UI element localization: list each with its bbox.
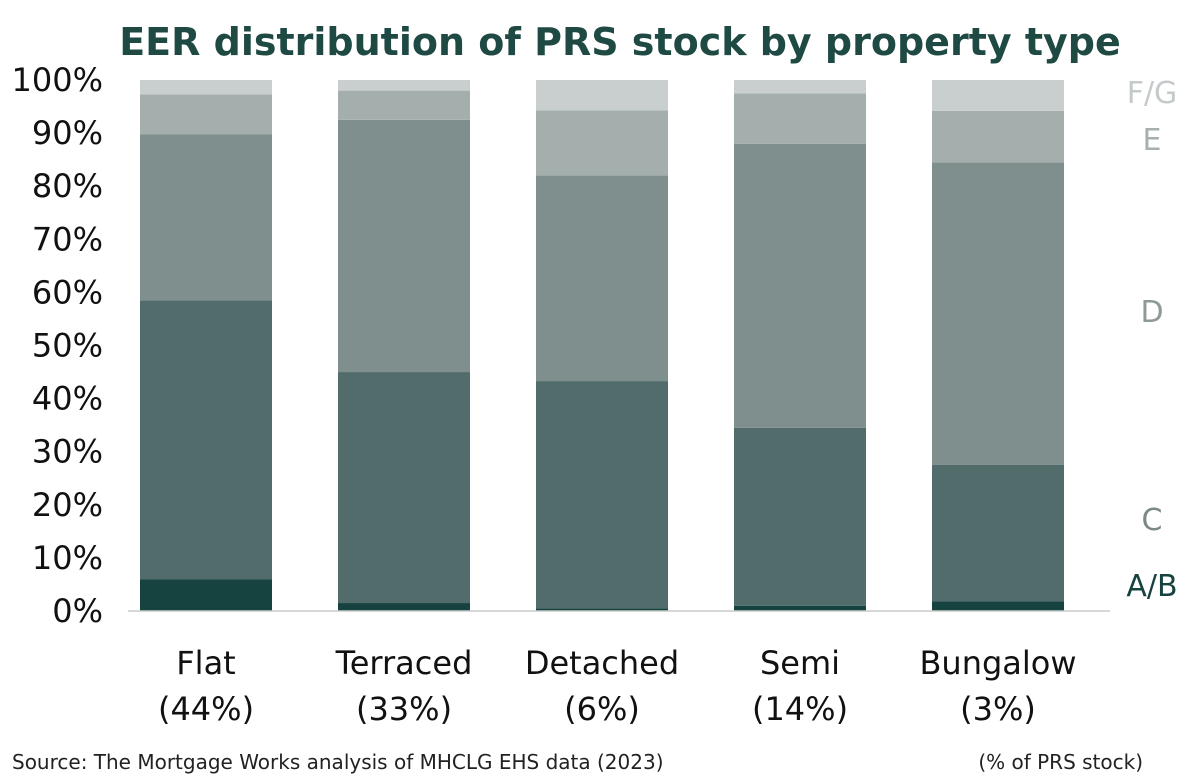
bar-segment-semi-d	[734, 143, 866, 428]
y-tick-label: 20%	[32, 486, 103, 524]
y-tick-label: 30%	[32, 433, 103, 471]
x-category-share: (33%)	[356, 690, 452, 728]
bar-segment-terraced-e	[338, 90, 470, 120]
bar-segment-bungalow-c	[932, 464, 1064, 602]
legend: A/B C D E F/G	[1126, 76, 1177, 604]
bar-segment-detached-fg	[536, 80, 668, 111]
x-axis: Flat (44%) Terraced (33%) Detached (6%) Semi (1…	[158, 644, 1077, 728]
y-axis: 0% 10% 20% 30% 40% 50% 60% 70% 80% 90% 100%	[12, 61, 103, 630]
bar-segment-terraced-ab	[338, 603, 470, 611]
bar-segment-bungalow-e	[932, 110, 1064, 163]
x-category-label: Flat	[176, 644, 235, 682]
x-category-share: (44%)	[158, 690, 254, 728]
bar-segment-terraced-fg	[338, 80, 470, 91]
x-category-label: Detached	[525, 644, 679, 682]
bar-segment-bungalow-fg	[932, 80, 1064, 111]
bar-segment-flat-c	[140, 300, 272, 580]
y-tick-label: 100%	[12, 61, 103, 99]
bar-segment-semi-ab	[734, 605, 866, 611]
legend-label-d: D	[1140, 295, 1163, 330]
bar-segment-terraced-d	[338, 119, 470, 373]
bar-segment-terraced-c	[338, 372, 470, 604]
legend-label-fg: F/G	[1127, 76, 1178, 111]
bar-segment-flat-e	[140, 94, 272, 135]
legend-label-ab: A/B	[1126, 569, 1177, 604]
bar-segment-semi-c	[734, 427, 866, 606]
y-tick-label: 50%	[32, 327, 103, 365]
x-category-label: Terraced	[335, 644, 473, 682]
x-category-share: (6%)	[564, 690, 640, 728]
bar-segment-detached-ab	[536, 608, 668, 611]
y-tick-label: 90%	[32, 114, 103, 152]
y-tick-label: 0%	[52, 592, 103, 630]
x-category-label: Bungalow	[919, 644, 1076, 682]
x-category-label: Semi	[760, 644, 840, 682]
bar-segment-bungalow-ab	[932, 601, 1064, 611]
x-category-share: (14%)	[752, 690, 848, 728]
y-tick-label: 60%	[32, 273, 103, 311]
legend-label-c: C	[1142, 503, 1163, 538]
y-tick-label: 80%	[32, 167, 103, 205]
x-category-share: (3%)	[960, 690, 1036, 728]
bar-segment-semi-fg	[734, 80, 866, 94]
bars	[140, 80, 1064, 611]
source-note: Source: The Mortgage Works analysis of M…	[12, 750, 664, 774]
y-tick-label: 40%	[32, 380, 103, 418]
bar-segment-flat-fg	[140, 80, 272, 95]
legend-label-e: E	[1143, 123, 1162, 158]
bar-segment-detached-c	[536, 381, 668, 609]
bar-segment-bungalow-d	[932, 162, 1064, 465]
chart-title: EER distribution of PRS stock by propert…	[119, 20, 1121, 64]
bar-segment-semi-e	[734, 93, 866, 144]
bar-segment-flat-d	[140, 134, 272, 301]
y-tick-label: 70%	[32, 220, 103, 258]
bar-segment-detached-e	[536, 110, 668, 176]
bar-segment-flat-ab	[140, 579, 272, 611]
y-tick-label: 10%	[32, 539, 103, 577]
units-note: (% of PRS stock)	[978, 750, 1143, 774]
bar-segment-detached-d	[536, 175, 668, 382]
